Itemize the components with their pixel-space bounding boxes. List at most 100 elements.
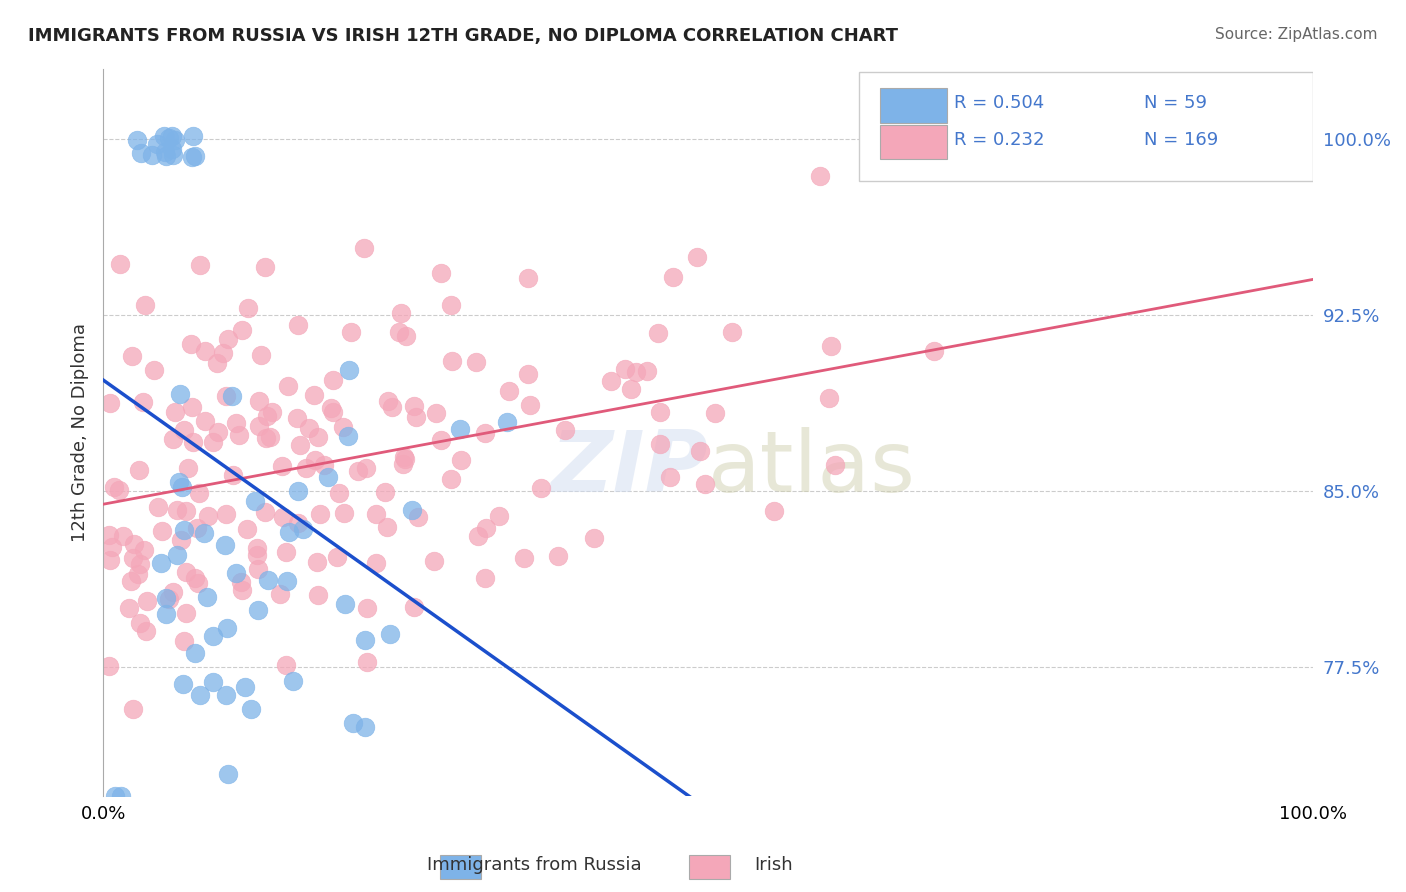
Point: [808, 169, 831, 183]
Point: [173, 523, 195, 537]
Point: [236, 301, 259, 315]
Point: [181, 400, 204, 414]
Text: R = 0.504: R = 0.504: [953, 95, 1045, 112]
Text: R = 0.232: R = 0.232: [953, 131, 1045, 149]
Point: [291, 522, 314, 536]
Point: [187, 576, 209, 591]
Point: [247, 394, 270, 409]
Point: [143, 363, 166, 377]
Point: [235, 522, 257, 536]
Point: [169, 387, 191, 401]
Point: [129, 557, 152, 571]
Point: [283, 673, 305, 688]
Point: [335, 597, 357, 611]
Point: [648, 436, 671, 450]
Point: [188, 688, 211, 702]
Point: [215, 688, 238, 702]
Point: [183, 435, 205, 450]
Point: [406, 510, 429, 524]
Point: [554, 423, 576, 437]
Point: [322, 373, 344, 387]
Point: [269, 587, 291, 601]
Point: [163, 405, 186, 419]
Point: [173, 633, 195, 648]
Point: [165, 133, 187, 147]
Point: [247, 603, 270, 617]
Point: [170, 480, 193, 494]
Text: ZIP: ZIP: [551, 427, 709, 510]
Point: [366, 557, 388, 571]
Point: [441, 354, 464, 368]
Point: [374, 485, 396, 500]
Point: [217, 332, 239, 346]
Point: [402, 600, 425, 615]
Point: [583, 531, 606, 545]
Point: [101, 540, 124, 554]
Point: [215, 507, 238, 521]
Point: [97, 659, 120, 673]
Point: [394, 451, 416, 466]
Point: [721, 326, 744, 340]
Point: [202, 675, 225, 690]
Point: [278, 524, 301, 539]
Point: [184, 148, 207, 162]
Point: [647, 326, 669, 340]
Text: Source: ZipAtlas.com: Source: ZipAtlas.com: [1215, 27, 1378, 42]
Point: [225, 566, 247, 580]
Text: atlas: atlas: [709, 427, 917, 510]
Point: [336, 429, 359, 443]
Point: [253, 260, 276, 274]
Point: [516, 367, 538, 381]
Point: [364, 508, 387, 522]
Point: [205, 356, 228, 370]
Point: [388, 325, 411, 339]
Point: [153, 129, 176, 144]
Point: [332, 506, 354, 520]
Point: [401, 502, 423, 516]
Point: [516, 271, 538, 285]
Point: [98, 395, 121, 409]
Point: [228, 428, 250, 442]
Point: [314, 458, 336, 472]
Point: [155, 148, 177, 162]
Point: [624, 365, 647, 379]
Point: [195, 590, 218, 604]
Point: [110, 789, 132, 803]
Point: [254, 431, 277, 445]
Point: [239, 702, 262, 716]
Point: [207, 425, 229, 439]
Point: [247, 419, 270, 434]
Text: N = 169: N = 169: [1144, 131, 1218, 149]
Point: [233, 681, 256, 695]
Point: [134, 298, 156, 312]
Point: [325, 550, 347, 565]
Point: [513, 550, 536, 565]
Point: [298, 421, 321, 435]
Point: [166, 548, 188, 562]
Point: [167, 475, 190, 489]
Text: N = 59: N = 59: [1144, 95, 1206, 112]
Point: [287, 484, 309, 499]
Point: [763, 503, 786, 517]
FancyBboxPatch shape: [859, 72, 1313, 181]
Point: [391, 306, 413, 320]
Point: [250, 348, 273, 362]
Point: [405, 410, 427, 425]
Point: [172, 676, 194, 690]
Point: [659, 469, 682, 483]
Point: [270, 458, 292, 473]
Point: [118, 600, 141, 615]
Point: [135, 624, 157, 638]
Point: [378, 627, 401, 641]
Point: [308, 507, 330, 521]
Point: [689, 443, 711, 458]
Point: [222, 468, 245, 483]
Point: [180, 150, 202, 164]
Point: [449, 422, 471, 436]
Point: [246, 548, 269, 562]
Point: [346, 464, 368, 478]
Point: [636, 364, 658, 378]
Point: [474, 425, 496, 440]
Point: [307, 555, 329, 569]
Point: [256, 573, 278, 587]
